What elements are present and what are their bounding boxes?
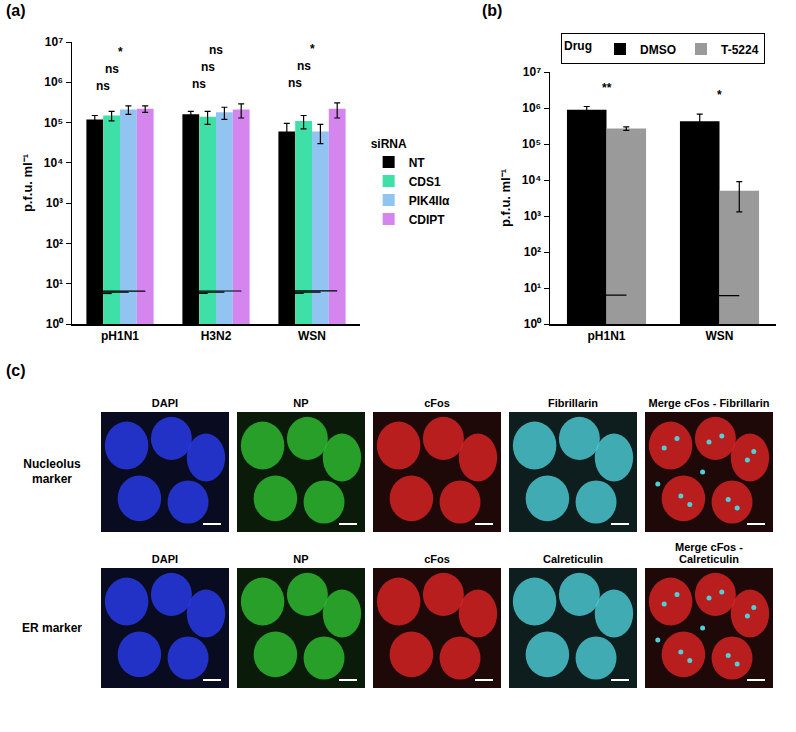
svg-text:*: * <box>118 45 123 59</box>
svg-text:10⁷: 10⁷ <box>523 65 541 79</box>
svg-text:Drug: Drug <box>564 39 592 53</box>
html-text:ER marker: ER marker <box>22 620 82 635</box>
svg-text:p.f.u. ml⁻¹: p.f.u. ml⁻¹ <box>498 169 513 227</box>
svg-text:*: * <box>310 42 315 56</box>
svg-text:10³: 10³ <box>46 196 63 210</box>
svg-text:ns: ns <box>297 59 311 73</box>
svg-text:ns: ns <box>192 77 206 91</box>
svg-text:10²: 10² <box>524 245 541 259</box>
svg-text:pH1N1: pH1N1 <box>101 329 139 343</box>
html-text:DAPI: DAPI <box>151 397 179 409</box>
html-text:Fibrillarin: Fibrillarin <box>547 397 599 409</box>
html-text:(c): (c) <box>6 362 26 379</box>
svg-text:PIK4IIα: PIK4IIα <box>409 194 450 208</box>
html-text:(b): (b) <box>482 2 503 19</box>
html-text:NP: NP <box>293 397 309 409</box>
svg-text:ns: ns <box>201 60 215 74</box>
svg-text:ns: ns <box>209 43 223 57</box>
html-text:cFos: cFos <box>424 397 450 409</box>
svg-text:ns: ns <box>288 76 302 90</box>
svg-text:**: ** <box>602 81 612 95</box>
svg-text:10⁰: 10⁰ <box>524 317 542 331</box>
svg-text:ns: ns <box>96 79 110 93</box>
svg-text:10⁰: 10⁰ <box>46 317 64 331</box>
svg-text:pH1N1: pH1N1 <box>587 329 625 343</box>
svg-text:10⁴: 10⁴ <box>44 156 63 170</box>
svg-text:10¹: 10¹ <box>524 281 541 295</box>
html-text:DAPI: DAPI <box>151 553 179 565</box>
html-text:Nucleolus marker: Nucleolus marker <box>23 457 81 486</box>
svg-text:10⁵: 10⁵ <box>44 116 63 130</box>
svg-text:10³: 10³ <box>524 209 541 223</box>
svg-text:H3N2: H3N2 <box>201 329 232 343</box>
svg-text:WSN: WSN <box>298 329 326 343</box>
html-text:(a): (a) <box>6 2 26 19</box>
svg-text:10²: 10² <box>46 237 63 251</box>
svg-text:ns: ns <box>105 62 119 76</box>
svg-text:WSN: WSN <box>706 329 734 343</box>
html-text:cFos: cFos <box>424 553 450 565</box>
html-text:Merge cFos - Calreticulin: Merge cFos - Calreticulin <box>675 541 743 565</box>
svg-text:10¹: 10¹ <box>46 277 63 291</box>
html-text:Merge cFos - Fibrillarin: Merge cFos - Fibrillarin <box>648 397 770 409</box>
svg-text:10⁶: 10⁶ <box>522 101 541 115</box>
svg-text:CDIPT: CDIPT <box>409 213 446 227</box>
svg-text:10⁵: 10⁵ <box>522 137 541 151</box>
svg-text:NT: NT <box>409 156 426 170</box>
svg-text:siRNA: siRNA <box>371 137 407 151</box>
html-text:NP: NP <box>293 553 309 565</box>
svg-text:*: * <box>717 88 722 102</box>
svg-text:10⁶: 10⁶ <box>44 75 63 89</box>
svg-text:T-5224: T-5224 <box>721 43 759 57</box>
svg-text:10⁷: 10⁷ <box>45 35 63 49</box>
svg-text:DMSO: DMSO <box>640 43 676 57</box>
svg-text:10⁴: 10⁴ <box>522 173 541 187</box>
svg-text:CDS1: CDS1 <box>409 175 441 189</box>
html-text:Calreticulin: Calreticulin <box>543 553 603 565</box>
svg-text:p.f.u. ml⁻¹: p.f.u. ml⁻¹ <box>20 154 35 212</box>
